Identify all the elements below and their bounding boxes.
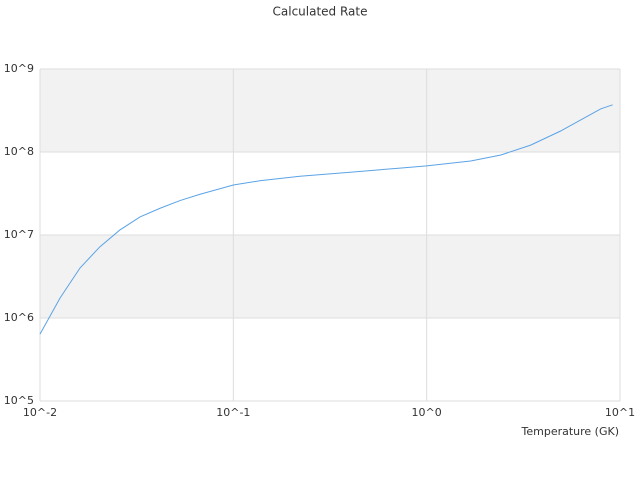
y-tick-label: 10^9 [4, 62, 34, 75]
x-axis-label: Temperature (GK) [521, 425, 620, 438]
x-tick-label: 10^0 [412, 406, 442, 419]
x-tick-label: 10^-2 [23, 406, 57, 419]
chart-title: Calculated Rate [273, 5, 368, 19]
y-tick-label: 10^8 [4, 145, 34, 158]
x-tick-label: 10^-1 [216, 406, 250, 419]
y-tick-label: 10^7 [4, 228, 34, 241]
x-tick-label: 10^1 [605, 406, 635, 419]
line [39, 104, 613, 335]
y-tick-label: 10^5 [4, 394, 34, 407]
grid-band [40, 69, 620, 152]
y-tick-label: 10^6 [4, 311, 34, 324]
grid-band [40, 235, 620, 318]
